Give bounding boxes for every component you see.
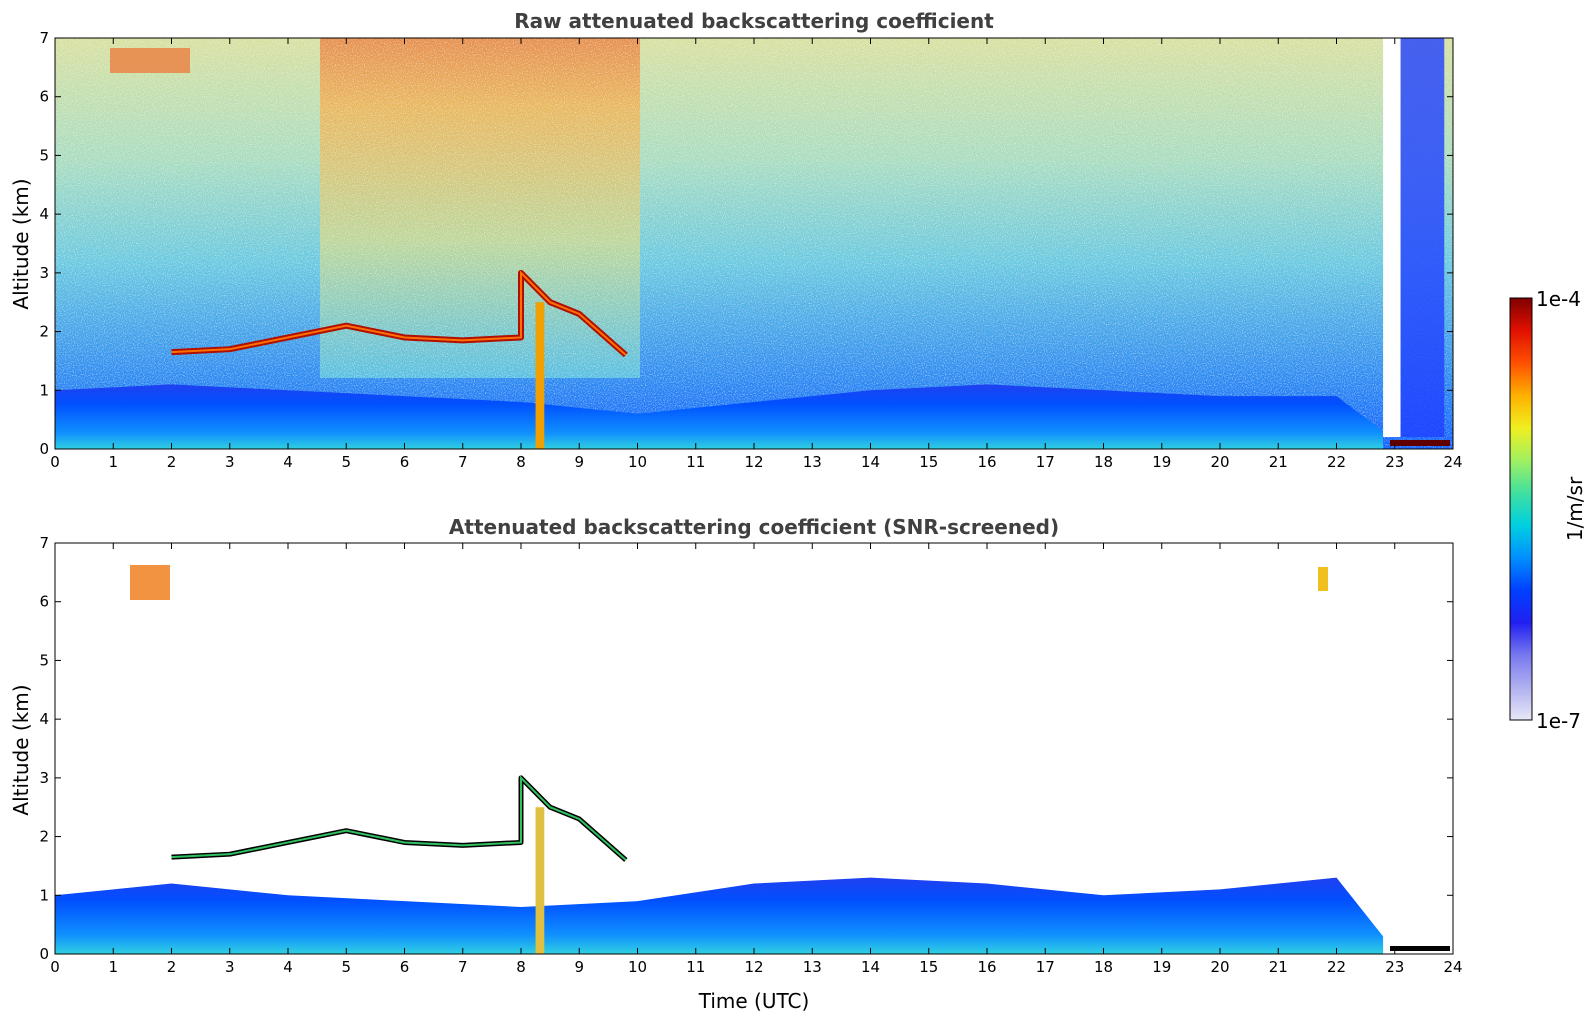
y-tick-label: 1 [39,381,49,399]
x-tick-label: 21 [1269,453,1288,471]
x-tick-label: 8 [516,958,526,976]
y-tick-label: 6 [39,88,49,106]
x-tick-label: 9 [574,958,584,976]
x-tick-label: 6 [400,958,410,976]
chart-2-upper-aerosol-2 [1318,567,1328,591]
x-tick-label: 22 [1327,453,1346,471]
x-tick-label: 14 [861,453,880,471]
chart-2-cloud-core [171,775,627,861]
chart-1-boundary-layer [55,384,1384,449]
x-tick-label: 7 [458,958,468,976]
x-tick-label: 2 [167,958,177,976]
x-tick-label: 17 [1036,958,1055,976]
x-tick-label: 23 [1385,958,1404,976]
x-tick-label: 12 [744,958,763,976]
y-tick-label: 5 [39,146,49,164]
x-tick-label: 7 [458,453,468,471]
x-tick-label: 1 [108,453,118,471]
chart-1-upper-aerosol [110,48,190,73]
x-tick-label: 24 [1443,958,1462,976]
x-tick-label: 11 [686,958,705,976]
colorbar-min-label: 1e-7 [1536,709,1581,733]
chart-1-plot: 0 1 2 3 4 5 6 7 8 9 10 11 12 13 14 15 16 17 18 19 20 21 22 23 24… [39,29,1462,471]
y-tick-label: 2 [39,828,49,846]
chart-1-cloud-core [171,270,627,356]
x-tick-label: 5 [341,453,351,471]
chart-1-precipitation [535,302,545,449]
chart-2-boundary-layer [55,877,1384,954]
chart-2-precipitation [535,807,545,954]
y-tick-label: 3 [39,769,49,787]
y-tick-label: 7 [39,29,49,47]
x-tick-label: 2 [167,453,177,471]
chart-2-surface-layer [1390,946,1450,951]
chart-1-instrument-gap [1383,38,1401,437]
chart-2-plot: 0 1 2 3 4 5 6 7 8 9 10 11 12 13 14 15 16 17 18 19 20 21 22 23 24… [39,534,1462,976]
chart-1-axes: 0 1 2 3 4 5 6 7 8 9 10 11 12 13 14 15 16 17 18 19 20 21 22 23 24… [39,29,1462,471]
chart-1-post-gap-noise [1400,38,1445,437]
colorbar-gradient [1509,297,1533,721]
x-tick-label: 6 [400,453,410,471]
x-tick-label: 19 [1152,958,1171,976]
x-tick-label: 8 [516,453,526,471]
x-tick-label: 12 [744,453,763,471]
y-tick-label: 1 [39,886,49,904]
chart-2-upper-aerosol [130,565,170,600]
colorbar: 1e-4 1e-7 1/m/sr [1509,287,1587,733]
y-tick-label: 6 [39,593,49,611]
x-tick-label: 1 [108,958,118,976]
x-tick-label: 20 [1210,453,1229,471]
y-tick-label: 4 [39,205,49,223]
x-tick-label: 4 [283,453,293,471]
y-tick-label: 7 [39,534,49,552]
y-tick-label: 3 [39,264,49,282]
chart-1-ylabel: Altitude (km) [9,178,33,309]
chart-2-axes: 0 1 2 3 4 5 6 7 8 9 10 11 12 13 14 15 16 17 18 19 20 21 22 23 24… [39,534,1462,976]
y-tick-label: 2 [39,323,49,341]
x-tick-label: 5 [341,958,351,976]
colorbar-unit-label: 1/m/sr [1563,476,1587,541]
y-tick-label: 4 [39,710,49,728]
x-tick-label: 4 [283,958,293,976]
chart-1-title: Raw attenuated backscattering coefficien… [514,9,994,33]
x-tick-label: 11 [686,453,705,471]
x-tick-label: 13 [803,453,822,471]
x-tick-label: 0 [50,453,60,471]
x-tick-label: 15 [919,958,938,976]
x-tick-label: 24 [1443,453,1462,471]
y-tick-label: 5 [39,651,49,669]
y-tick-label: 0 [39,945,49,963]
x-tick-label: 9 [574,453,584,471]
x-tick-label: 16 [977,453,996,471]
x-tick-label: 3 [225,958,235,976]
x-tick-label: 18 [1094,453,1113,471]
x-tick-label: 22 [1327,958,1346,976]
x-tick-label: 10 [628,453,647,471]
x-tick-label: 16 [977,958,996,976]
x-tick-label: 19 [1152,453,1171,471]
x-tick-label: 21 [1269,958,1288,976]
x-tick-label: 20 [1210,958,1229,976]
y-tick-label: 0 [39,440,49,458]
x-tick-label: 23 [1385,453,1404,471]
chart-2-title: Attenuated backscattering coefficient (S… [449,515,1059,539]
x-tick-label: 10 [628,958,647,976]
chart-1-heatmap [55,38,1453,449]
chart-1-speckle [55,38,1453,449]
x-tick-label: 3 [225,453,235,471]
chart-1-surface-layer [1390,440,1450,446]
x-tick-label: 0 [50,958,60,976]
x-tick-label: 14 [861,958,880,976]
chart-2-ylabel: Altitude (km) [9,684,33,815]
x-tick-label: 15 [919,453,938,471]
chart-2-heatmap [55,543,1453,954]
x-tick-label: 13 [803,958,822,976]
chart-2-xlabel: Time (UTC) [698,989,810,1013]
colorbar-max-label: 1e-4 [1536,287,1581,311]
x-tick-label: 18 [1094,958,1113,976]
x-tick-label: 17 [1036,453,1055,471]
